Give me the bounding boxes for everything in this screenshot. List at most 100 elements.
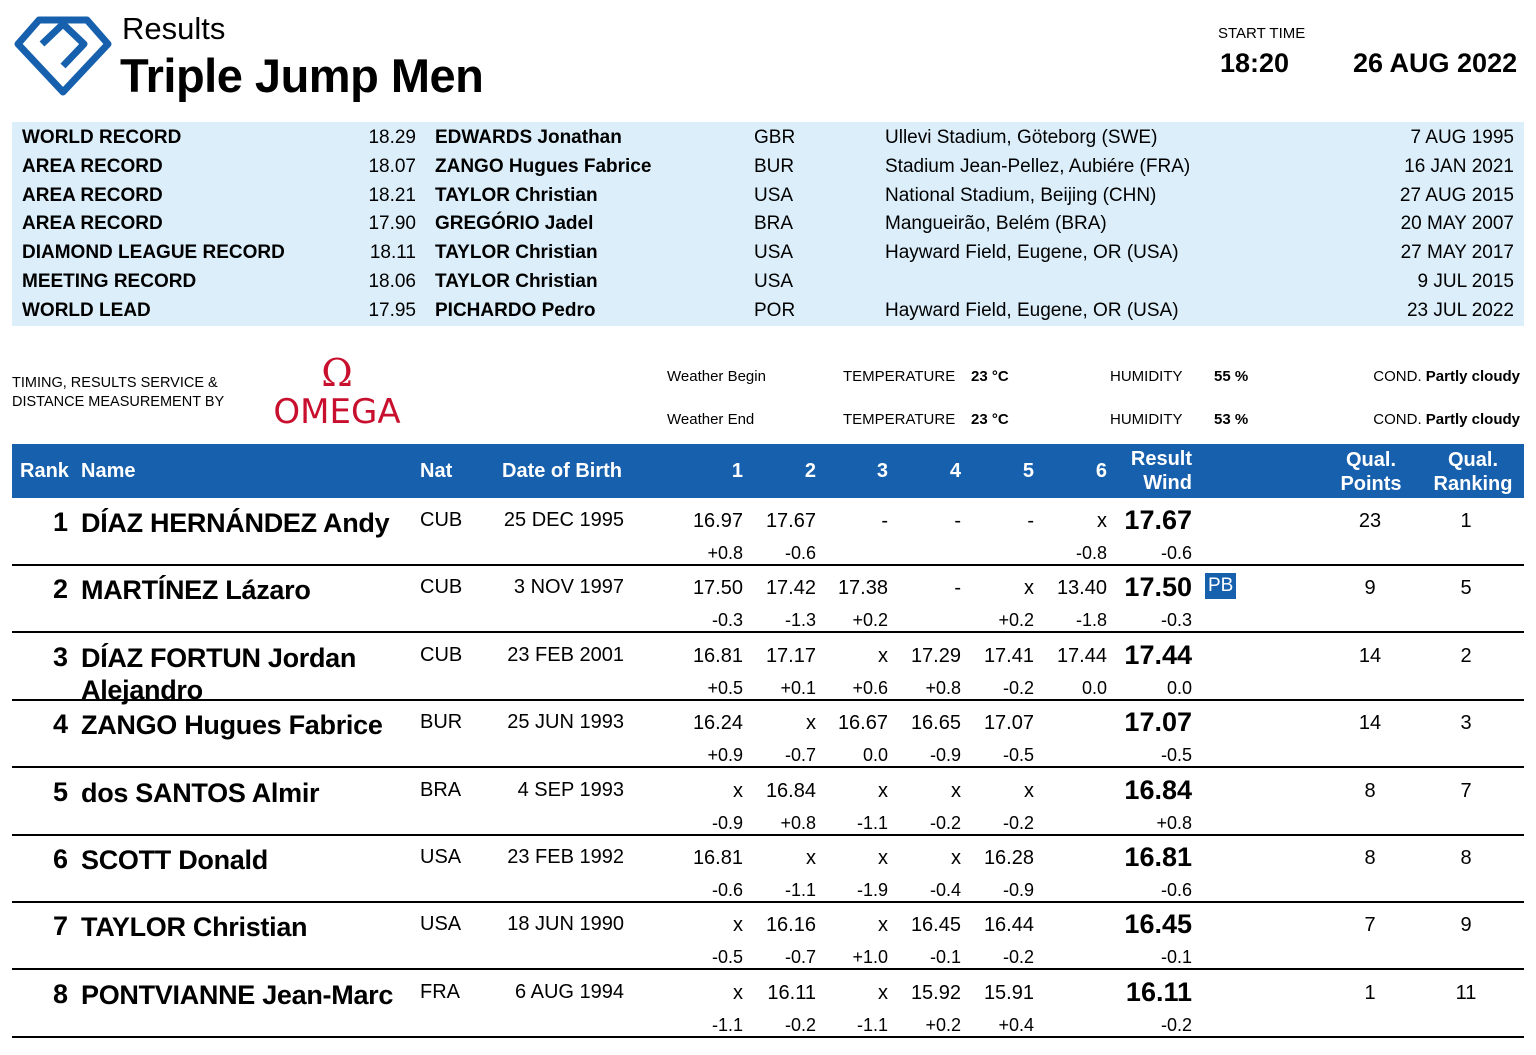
attempt-1-wind: -1.1 — [711, 1014, 743, 1035]
record-athlete: EDWARDS Jonathan — [435, 127, 622, 148]
records-table: WORLD RECORD 18.29 EDWARDS Jonathan GBR Ulle… — [12, 122, 1524, 326]
record-nat: USA — [754, 184, 794, 206]
col-rank: Rank — [20, 460, 69, 482]
record-athlete: TAYLOR Christian — [435, 242, 598, 264]
athlete-name: dos SANTOS Almir — [81, 777, 320, 809]
attempt-2-wind: +0.1 — [780, 677, 816, 698]
athlete-nat: USA — [420, 913, 462, 936]
weather-end-temp-label: TEMPERATURE — [843, 411, 956, 428]
table-row: 2 MARTÍNEZ Lázaro CUB 3 NOV 1997 17.50 -0.3 17… — [12, 566, 1524, 634]
record-type: WORLD RECORD — [22, 127, 182, 148]
record-row: DIAMOND LEAGUE RECORD 18.11 TAYLOR Christi… — [12, 239, 1524, 268]
attempt-2-mark: 16.11 — [767, 981, 816, 1004]
athlete-dob: 4 SEP 1993 — [517, 778, 624, 801]
qual-points: 7 — [1364, 914, 1376, 937]
attempt-6-wind: -0.8 — [1075, 543, 1107, 563]
record-type: AREA RECORD — [22, 184, 163, 206]
attempt-2-mark: 17.17 — [765, 644, 816, 667]
athlete-name-line-1: DÍAZ FORTUN Jordan — [81, 642, 357, 673]
attempt-3-wind: -1.1 — [856, 812, 888, 833]
col-result-wind: Result Wind — [1131, 447, 1192, 495]
athlete-name: SCOTT Donald — [81, 844, 268, 876]
attempt-2-wind: -0.6 — [784, 543, 816, 563]
athlete-name-line-1: PONTVIANNE Jean-Marc — [81, 979, 394, 1010]
record-date: 23 JUL 2022 — [1406, 299, 1514, 321]
athlete-dob: 23 FEB 2001 — [507, 643, 624, 666]
attempt-1-mark: 16.97 — [692, 510, 743, 532]
athlete-rank: 1 — [52, 507, 68, 537]
attempt-5-wind: +0.2 — [998, 610, 1034, 631]
record-mark: 18.11 — [369, 242, 416, 264]
attempt-4-mark: 16.65 — [910, 712, 961, 735]
result-wind: -0.6 — [1160, 543, 1192, 563]
attempt-3-mark: 17.38 — [837, 577, 888, 600]
attempt-2-wind: +0.8 — [780, 812, 816, 833]
record-athlete: ZANGO Hugues Fabrice — [435, 155, 652, 177]
qual-ranking: 9 — [1460, 914, 1472, 937]
result-mark: 16.81 — [1124, 842, 1192, 872]
result-mark: 17.50 — [1124, 572, 1192, 603]
weather-end-cond: COND. Partly cloudy — [1373, 411, 1520, 428]
timing-line-1: TIMING, RESULTS SERVICE & — [12, 375, 218, 391]
record-nat: USA — [754, 242, 794, 264]
attempt-3-mark: x — [878, 914, 888, 937]
athlete-rank: 8 — [52, 978, 68, 1009]
record-type: DIAMOND LEAGUE RECORD — [22, 242, 285, 264]
result-wind: -0.3 — [1160, 610, 1192, 631]
attempt-1-mark: x — [733, 779, 743, 802]
athlete-dob: 23 FEB 1992 — [507, 846, 624, 868]
attempt-6-mark: 13.40 — [1056, 577, 1107, 600]
record-venue: Ullevi Stadium, Göteborg (SWE) — [885, 127, 1158, 148]
athlete-dob: 6 AUG 1994 — [515, 980, 624, 1003]
athlete-name-line-1: SCOTT Donald — [81, 845, 268, 875]
col-attempt-4: 4 — [949, 460, 961, 482]
attempt-1-wind: +0.8 — [707, 543, 743, 563]
record-athlete: TAYLOR Christian — [435, 270, 598, 292]
record-mark: 17.90 — [368, 213, 416, 235]
athlete-nat: BUR — [420, 711, 463, 734]
result-mark: 16.45 — [1124, 909, 1192, 940]
table-row: 5 dos SANTOS Almir BRA 4 SEP 1993 x -0.9 16.84… — [12, 769, 1524, 836]
attempt-2-wind: -0.7 — [784, 745, 816, 766]
record-mark: 18.06 — [368, 270, 416, 292]
record-date: 27 AUG 2015 — [1399, 184, 1514, 206]
athlete-name: DÍAZ FORTUN Jordan Alejandro — [81, 642, 356, 706]
attempt-4-wind: +0.8 — [925, 677, 961, 698]
athlete-dob: 25 DEC 1995 — [503, 509, 624, 531]
table-row: 7 TAYLOR Christian USA 18 JUN 1990 x -0.5 16.1… — [12, 903, 1524, 971]
athlete-name-line-1: TAYLOR Christian — [81, 912, 308, 943]
result-mark: 17.44 — [1124, 639, 1192, 670]
athlete-name: DÍAZ HERNÁNDEZ Andy — [81, 507, 390, 539]
col-name: Name — [81, 460, 136, 482]
attempt-1-wind: +0.5 — [707, 677, 743, 698]
attempt-1-wind: +0.9 — [707, 745, 743, 766]
attempt-1-mark: x — [733, 914, 743, 937]
event-date: 26 AUG 2022 — [1353, 48, 1518, 78]
athlete-name-line-1: DÍAZ HERNÁNDEZ Andy — [81, 508, 390, 538]
result-wind: -0.2 — [1160, 1014, 1192, 1035]
attempt-6-wind: 0.0 — [1081, 677, 1107, 698]
athlete-rank: 2 — [52, 574, 68, 605]
attempt-3-wind: -1.9 — [856, 880, 888, 900]
attempt-1-mark: x — [733, 981, 743, 1004]
result-mark: 17.67 — [1124, 505, 1192, 535]
record-venue: Mangueirão, Belém (BRA) — [885, 213, 1107, 235]
athlete-rank: 3 — [52, 641, 68, 672]
attempt-4-mark: - — [954, 577, 961, 600]
athlete-nat: USA — [420, 846, 462, 868]
record-nat: BRA — [754, 213, 794, 235]
diamond-league-logo-icon — [14, 16, 112, 96]
attempt-3-wind: +0.2 — [852, 610, 888, 631]
attempt-5-wind: -0.2 — [1002, 677, 1034, 698]
record-nat: BUR — [754, 155, 795, 177]
result-wind: 0.0 — [1166, 677, 1192, 698]
athlete-rank: 5 — [52, 776, 68, 807]
record-row: AREA RECORD 17.90 GREGÓRIO Jadel BRA Manguei… — [12, 210, 1524, 239]
athlete-dob: 3 NOV 1997 — [513, 576, 624, 599]
record-row: WORLD LEAD 17.95 PICHARDO Pedro POR Hayward … — [12, 297, 1524, 326]
weather-end-hum: 53 % — [1214, 411, 1249, 428]
result-wind: -0.5 — [1160, 745, 1192, 766]
record-date: 27 MAY 2017 — [1400, 242, 1514, 264]
attempt-5-wind: -0.5 — [1002, 745, 1034, 766]
athlete-name-line-2: Alejandro — [81, 674, 203, 705]
